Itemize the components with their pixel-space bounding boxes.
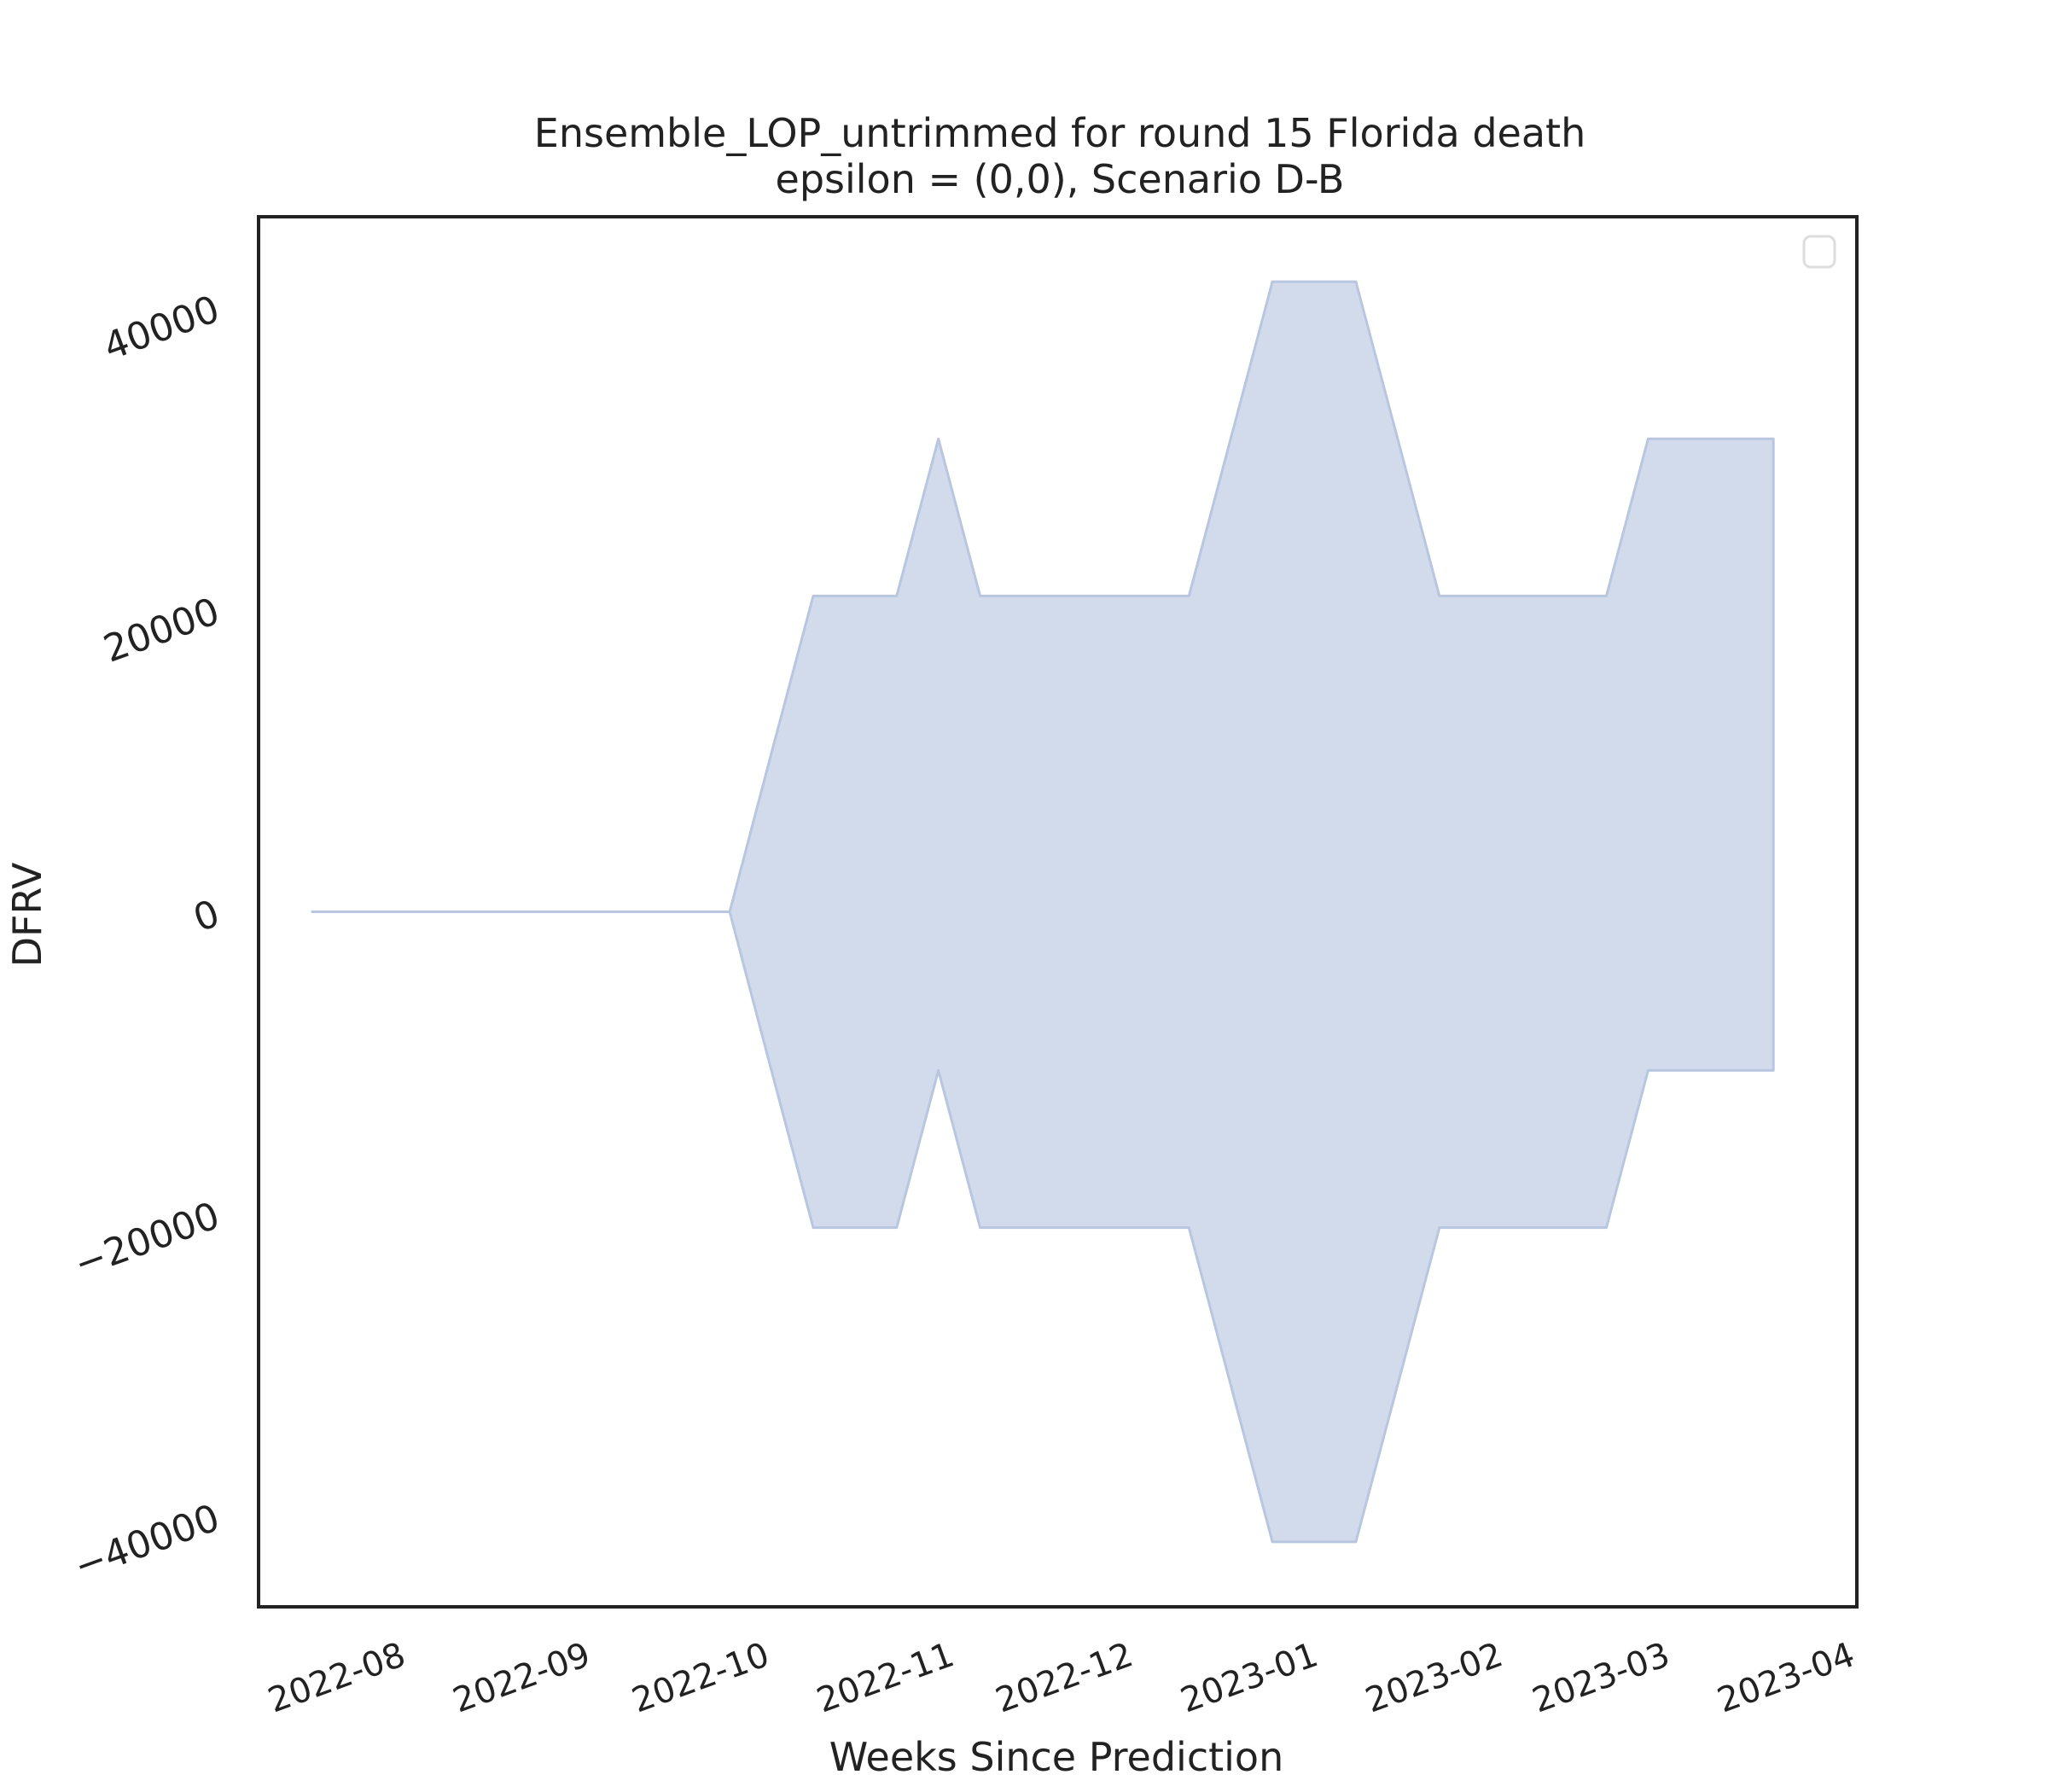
y-tick-label: 20000 (98, 590, 225, 672)
x-tick-label: 2023-04 (1713, 1635, 1860, 1720)
x-tick-label: 2023-01 (1176, 1635, 1324, 1720)
x-tick-label: 2023-03 (1527, 1635, 1675, 1720)
y-tick-label: −20000 (68, 1194, 225, 1286)
x-tick-label: 2022-09 (448, 1635, 596, 1720)
x-tick-label: 2022-08 (263, 1635, 410, 1720)
plot-frame (257, 215, 1859, 1609)
x-tick-label: 2022-11 (812, 1635, 959, 1720)
y-axis-label: DFRV (4, 862, 50, 967)
band-area-0 (311, 280, 1775, 1544)
x-tick-label: 2022-12 (991, 1635, 1138, 1720)
y-tick-label: 40000 (98, 288, 225, 369)
x-axis-label: Weeks Since Prediction (829, 1734, 1283, 1780)
x-tick-label: 2023-02 (1360, 1635, 1508, 1720)
y-tick-label: −40000 (68, 1496, 225, 1588)
legend-box[interactable] (1802, 235, 1836, 269)
chart-subtitle: epsilon = (0,0), Scenario D-B (776, 156, 1345, 202)
confidence-band (311, 280, 1775, 1544)
x-tick-label: 2022-10 (627, 1635, 775, 1720)
y-axis-ticks: −40000 −20000 0 20000 40000 (68, 288, 225, 1589)
x-axis-ticks: 2022-08 2022-09 2022-10 2022-11 2022-12 2023-… (263, 1635, 1859, 1720)
y-tick-label: 0 (188, 892, 225, 941)
chart-title: Ensemble_LOP_untrimmed for round 15 Flor… (534, 110, 1585, 156)
